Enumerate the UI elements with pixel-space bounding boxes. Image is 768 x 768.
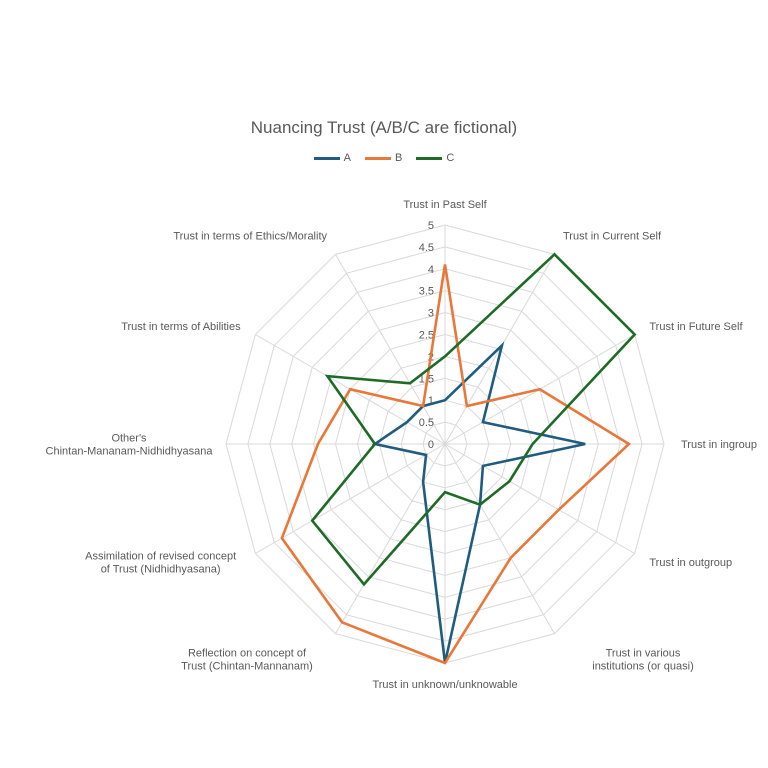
tick-label: 0 [428, 439, 434, 451]
axis-label-line: Trust in Past Self [403, 199, 487, 211]
legend-swatch-c [416, 156, 443, 160]
axis-label-line: Trust (Chintan-Mannanam) [181, 660, 313, 672]
axis-label-line: Reflection on concept of [188, 647, 307, 659]
axis-label: Trust in various institutions (or quasi) [592, 647, 694, 672]
tick-label: 0.5 [419, 417, 434, 429]
axis-label-line: Trust in various [606, 647, 681, 659]
axis-label-line: Assimilation of revised concept [85, 551, 236, 563]
legend-swatch-b [365, 156, 392, 160]
axis-label-line: Trust in unknown/unknowable [372, 679, 517, 691]
legend-label-c: C [446, 152, 455, 164]
grid-spoke [444, 443, 635, 554]
series-b-line [280, 264, 632, 665]
series-c-line [310, 252, 637, 587]
grid-spoke [255, 443, 446, 554]
grid-spoke [335, 443, 446, 634]
axis-label-line: Other's [111, 433, 147, 445]
legend-label-a: A [343, 152, 352, 164]
tick-label: 3 [428, 308, 434, 320]
tick-label: 4.5 [419, 242, 434, 254]
tick-label: 5 [428, 220, 434, 232]
chart-legend: A B C [0, 152, 768, 164]
legend-label-b: B [395, 152, 403, 164]
axis-label-line: Trust in terms of Abilities [121, 321, 241, 333]
axis-label: Trust in Current Self [563, 231, 662, 243]
axis-label: Assimilation of revised concept of Trust … [85, 551, 236, 576]
legend-item-c: C [416, 152, 454, 164]
tick-label: 3.5 [419, 286, 434, 298]
grid-spoke [444, 443, 555, 634]
axis-label: Trust in Future Self [649, 321, 743, 333]
axis-label: Trust in unknown/unknowable [372, 679, 517, 691]
axis-label: Trust in Past Self [403, 199, 487, 211]
axis-label-line: Chintan-Mananam-Nidhidhyasana [46, 446, 214, 458]
axis-label: Trust in ingroup [681, 439, 757, 451]
axis-labels: Trust in Past Self Trust in Current Self T… [46, 199, 758, 691]
axis-label-line: Trust in Current Self [563, 231, 662, 243]
axis-label-line: Trust in ingroup [681, 439, 757, 451]
chart-title: Nuancing Trust (A/B/C are fictional) [250, 118, 518, 137]
tick-label: 2.5 [419, 330, 434, 342]
grid-spoke [335, 254, 446, 445]
axis-label: Trust in terms of Ethics/Morality [173, 231, 327, 243]
legend-item-b: B [365, 152, 402, 164]
axis-label-line: of Trust (Nidhidhyasana) [101, 564, 221, 576]
axis-label-line: Trust in terms of Ethics/Morality [173, 231, 327, 243]
radial-tick-labels: 00.511.522.533.544.55 [419, 220, 434, 451]
tick-label: 1 [428, 395, 434, 407]
legend-swatch-a [313, 156, 340, 160]
axis-label: Other's Chintan-Mananam-Nidhidhyasana [46, 433, 214, 458]
radar-grid [225, 224, 665, 664]
axis-label-line: Trust in outgroup [649, 557, 732, 569]
axis-label: Trust in terms of Abilities [121, 321, 241, 333]
tick-label: 4 [428, 264, 434, 276]
axis-label: Reflection on concept of Trust (Chintan-M… [181, 647, 313, 672]
axis-label-line: Trust in Future Self [649, 321, 743, 333]
axis-label-line: institutions (or quasi) [592, 660, 694, 672]
axis-label: Trust in outgroup [649, 557, 732, 569]
legend-item-a: A [313, 152, 352, 164]
